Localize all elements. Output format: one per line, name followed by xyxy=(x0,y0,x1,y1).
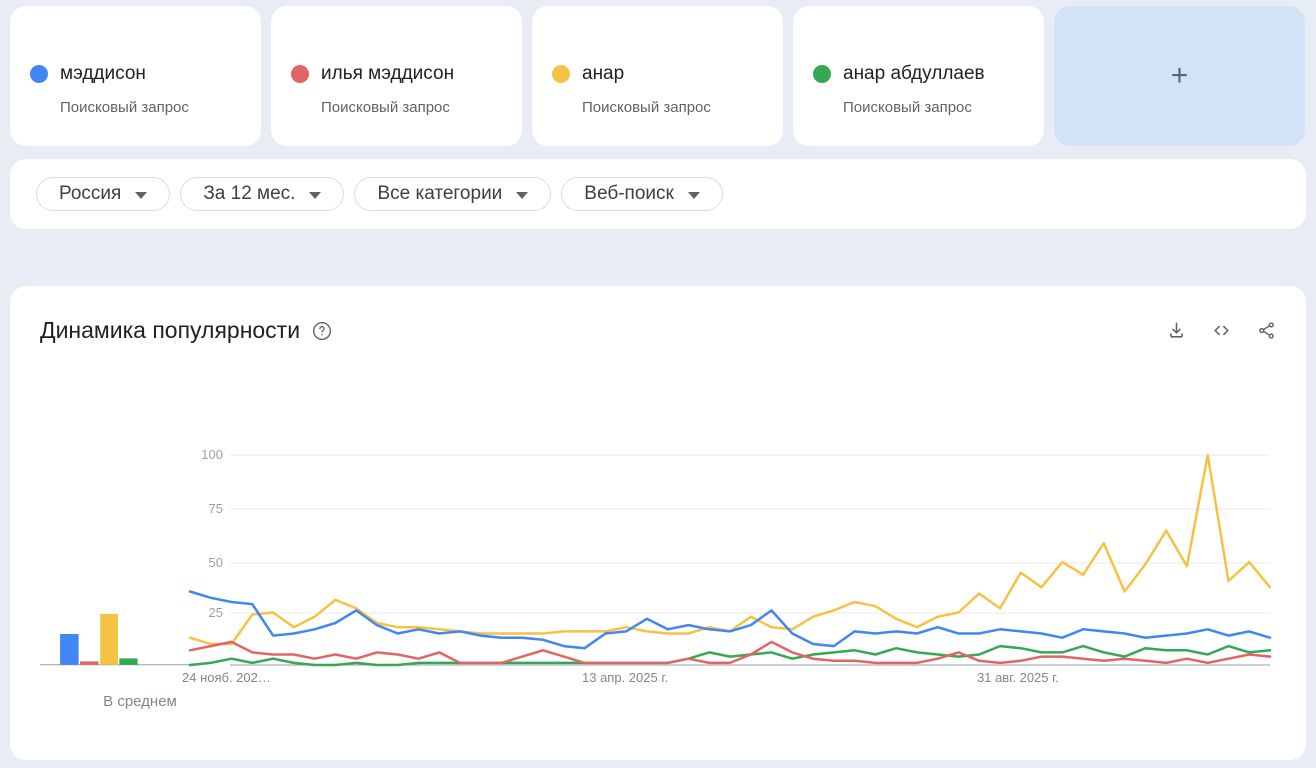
svg-text:50: 50 xyxy=(209,555,223,570)
svg-text:В среднем: В среднем xyxy=(103,693,177,710)
svg-text:75: 75 xyxy=(209,501,223,516)
svg-text:100: 100 xyxy=(201,447,223,462)
svg-text:25: 25 xyxy=(209,605,223,620)
